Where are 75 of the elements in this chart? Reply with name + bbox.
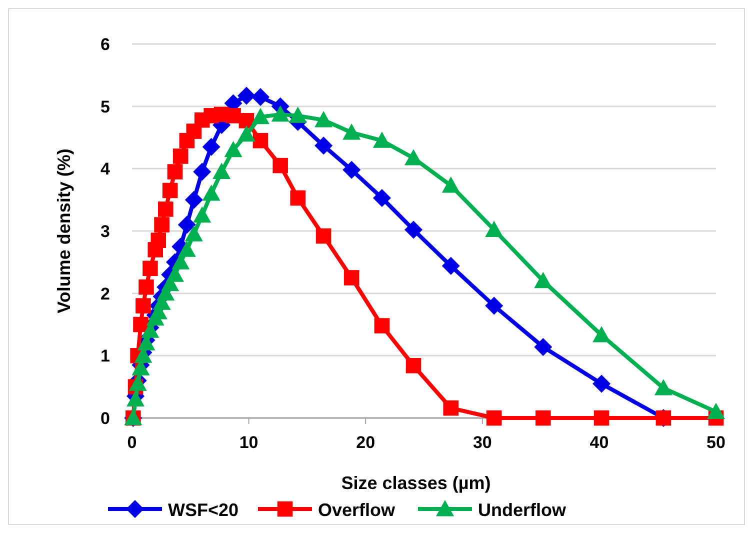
point [193, 206, 212, 223]
point [202, 184, 220, 201]
point [154, 217, 170, 232]
point [126, 390, 145, 406]
point [162, 182, 178, 198]
point [342, 160, 361, 179]
point [133, 316, 148, 332]
point [167, 164, 183, 180]
point [150, 232, 166, 248]
x-tick-label: 30 [472, 433, 492, 452]
y-axis-title: Volume density (%) [54, 148, 74, 314]
point [592, 374, 611, 393]
point [404, 149, 422, 166]
point [404, 220, 422, 239]
point [592, 326, 611, 342]
point [534, 338, 552, 356]
point [594, 410, 610, 426]
point [184, 225, 203, 242]
x-tick-label: 20 [356, 433, 376, 452]
point [172, 148, 188, 164]
point [374, 318, 390, 334]
point [288, 106, 307, 123]
point [372, 188, 391, 207]
point [237, 86, 256, 105]
y-tick-label: 0 [100, 409, 110, 428]
point [237, 125, 256, 142]
y-tick-label: 4 [100, 160, 111, 179]
point [202, 138, 220, 156]
point [271, 105, 290, 122]
y-tick-label: 6 [100, 35, 110, 54]
point [314, 136, 333, 155]
point [290, 190, 306, 206]
legend-label: Overflow [318, 500, 396, 520]
y-tick-label: 2 [100, 284, 110, 304]
y-tick-label: 5 [100, 97, 110, 116]
point [485, 220, 504, 237]
y-tick-label: 1 [100, 346, 110, 366]
point [442, 256, 460, 275]
point [184, 190, 203, 209]
x-tick-label: 10 [239, 433, 258, 452]
legend-label: Underflow [478, 500, 567, 520]
point [406, 358, 422, 374]
point [314, 111, 333, 128]
point [224, 140, 242, 158]
point [486, 410, 502, 426]
point [654, 379, 672, 396]
point [128, 374, 147, 391]
point [178, 216, 196, 234]
point [316, 228, 332, 244]
point [272, 158, 288, 174]
point [136, 298, 151, 314]
point [193, 162, 212, 181]
point [342, 124, 361, 140]
point [534, 272, 552, 288]
x-tick-label: 40 [590, 433, 609, 452]
point [142, 260, 158, 276]
point [212, 162, 231, 179]
point [535, 410, 551, 426]
point [442, 176, 460, 193]
point [158, 202, 174, 217]
point [372, 132, 391, 148]
x-tick-label: 50 [706, 433, 726, 452]
legend-label: WSF<20 [168, 500, 239, 520]
point [178, 240, 196, 257]
point [485, 296, 504, 315]
point [707, 402, 725, 419]
point [443, 400, 459, 416]
point [251, 108, 270, 124]
point [252, 132, 268, 148]
x-axis-title: Size classes (µm) [341, 473, 491, 493]
x-tick-label: 0 [127, 433, 137, 452]
point [251, 88, 270, 106]
point [344, 270, 360, 286]
point [138, 279, 154, 295]
y-tick-label: 3 [100, 222, 110, 241]
